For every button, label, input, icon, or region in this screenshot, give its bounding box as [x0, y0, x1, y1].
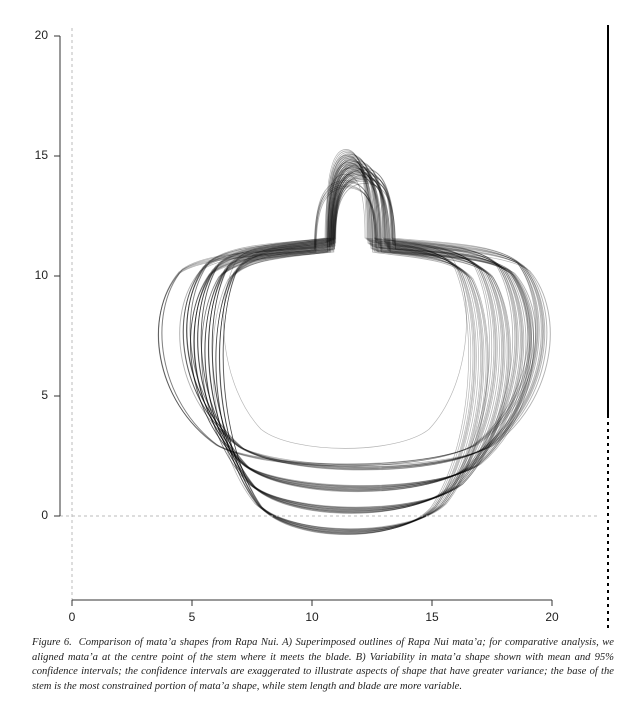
outline — [215, 161, 483, 532]
outline — [197, 164, 517, 491]
outline — [186, 171, 540, 470]
outline — [223, 173, 467, 449]
caption-text: Comparison of mata’a shapes from Rapa Nu… — [32, 637, 614, 692]
y-tick-label: 20 — [35, 28, 49, 42]
outline — [218, 157, 480, 533]
outline — [200, 160, 514, 493]
outline — [215, 163, 485, 531]
outlines — [157, 148, 551, 536]
caption: Figure 6. Comparison of mata’a shapes fr… — [32, 636, 614, 694]
x-tick-label: 5 — [189, 610, 196, 624]
outline — [211, 167, 489, 530]
chart: 0 5 10 15 20 0 5 10 15 20 — [35, 25, 609, 628]
y-tick-label: 10 — [35, 268, 49, 282]
outline — [218, 160, 484, 532]
outline — [215, 164, 487, 531]
outline — [219, 154, 475, 534]
outline — [219, 156, 477, 533]
y-tick-label: 5 — [41, 388, 48, 402]
outline — [218, 158, 482, 533]
outline — [222, 148, 470, 536]
x-tick-label: 15 — [425, 610, 439, 624]
caption-label: Figure 6. — [32, 637, 72, 648]
x-tick-label: 20 — [545, 610, 559, 624]
y-tick-label: 15 — [35, 148, 49, 162]
y-tick-label: 0 — [41, 508, 48, 522]
outline — [197, 166, 519, 491]
x-tick-label: 10 — [305, 610, 319, 624]
x-tick-label: 0 — [69, 610, 76, 624]
outline — [222, 150, 472, 535]
outline — [222, 151, 474, 535]
outline — [222, 153, 476, 534]
